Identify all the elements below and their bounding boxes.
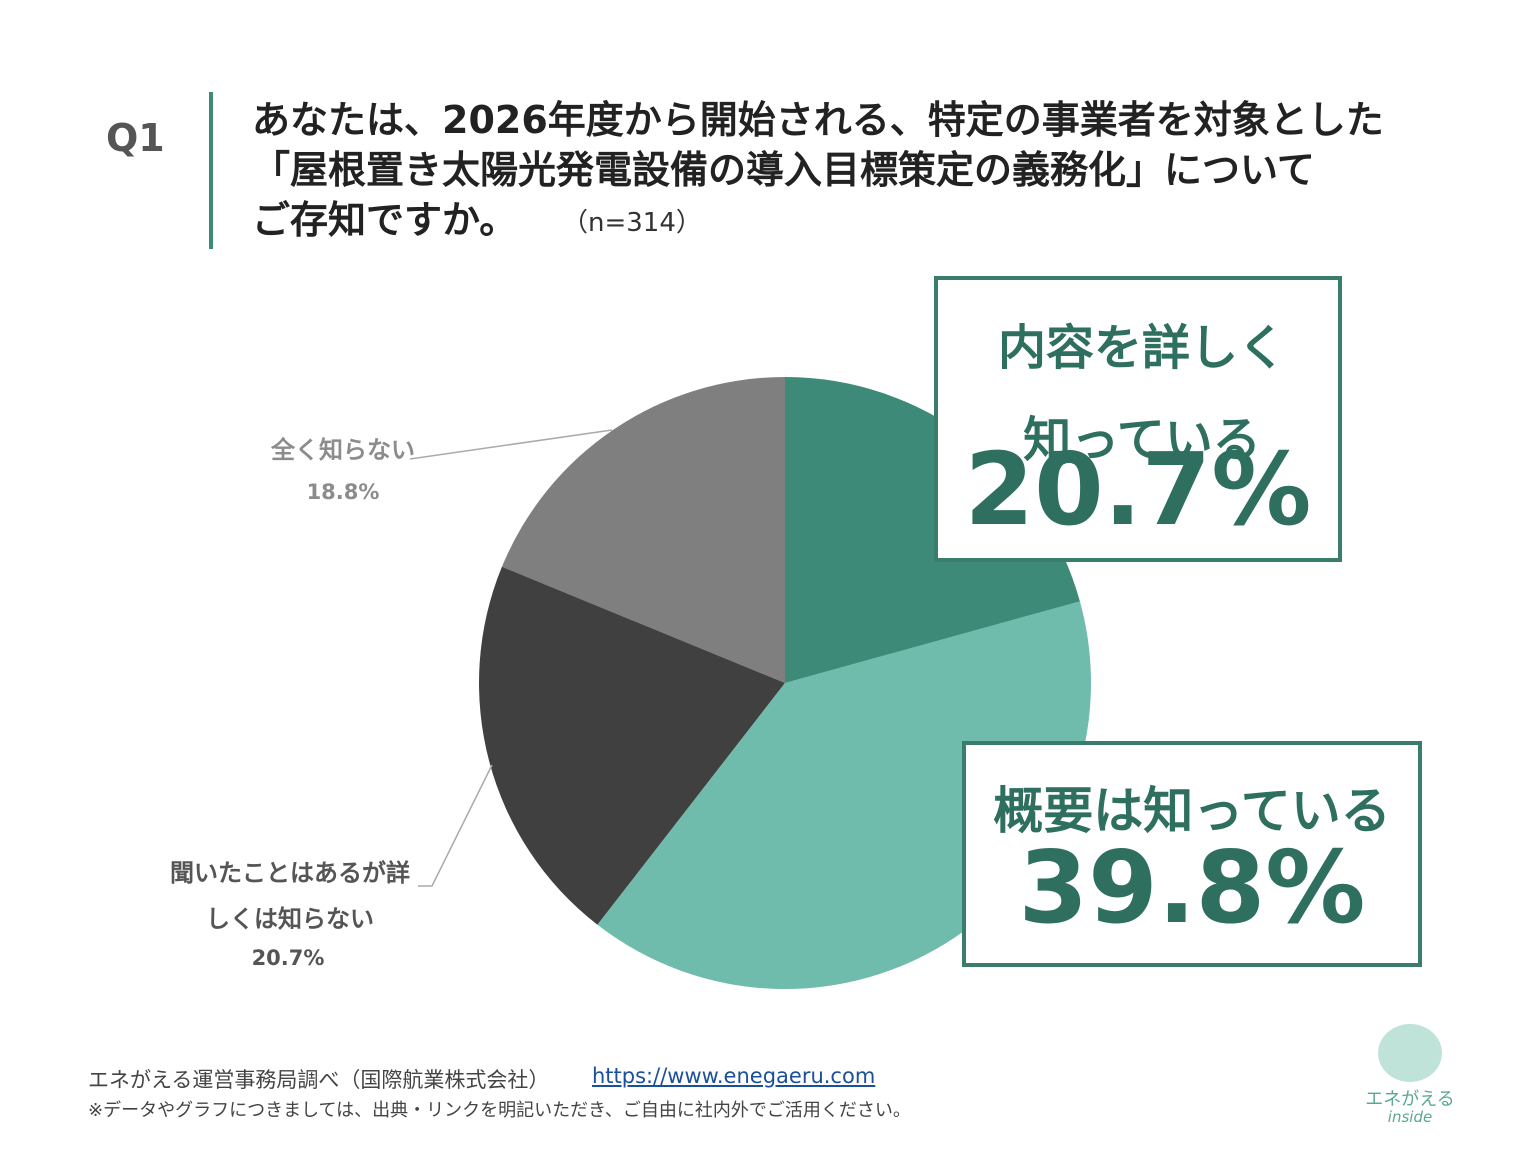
slice-label: 内容を詳しく知っている [997,320,1286,468]
callout-box: 概要は知っている 39.8% [962,741,1422,967]
title-line: ご存知ですか。 [252,198,518,242]
logo-text: エネがえる [1365,1089,1455,1110]
source: エネがえる運営事務局調べ（国際航業株式会社） [88,1068,550,1092]
title-line: 「屋根置き太陽光発電設備の導入目標策定の義務化」について [252,148,1315,192]
slice-label: 全く知らない [271,436,415,464]
question-number: Q1 [106,116,165,160]
slice-label: 聞いたことはあるが詳しくは知らない [170,859,410,933]
value-label: 39.8% [1018,829,1366,946]
title-line: あなたは、2026年度から開始される、特定の事業者を対象とした [252,98,1384,142]
value-label: 20.7% [964,431,1312,548]
leader-line [418,764,493,887]
value-label: 18.8% [306,480,380,504]
url-link[interactable]: https://www.enegaeru.com [592,1064,876,1088]
logo-sub: inside [1387,1108,1433,1126]
value-label: 20.7% [251,946,325,970]
pie-slice [785,377,1080,683]
pie-slice [479,566,785,925]
logo-icon [1378,1024,1442,1082]
leader-line [409,429,613,460]
accent-bar [209,92,213,249]
pie-slice [501,377,785,683]
slice-label: 概要は知っている [993,782,1391,840]
callout-box: 内容を詳しく知っている 20.7% [934,276,1342,562]
sample-size: （n=314） [562,208,702,238]
usage-note: ※データやグラフにつきましては、出典・リンクを明記いただき、ご自由に社内外でご活… [88,1100,911,1121]
